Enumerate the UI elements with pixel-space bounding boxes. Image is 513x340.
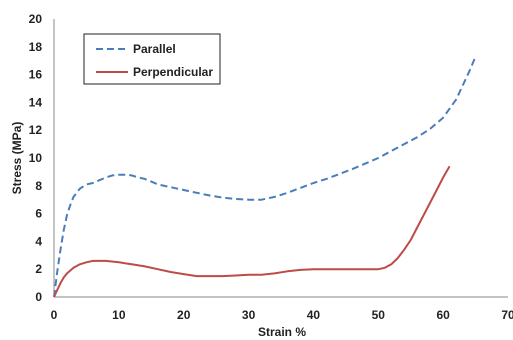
x-axis-ticks: 0 10 20 30 40 50 60 70	[51, 308, 513, 322]
y-tick-label: 4	[35, 234, 42, 248]
y-tick-label: 2	[35, 262, 42, 276]
x-tick-label: 60	[436, 308, 450, 322]
y-tick-label: 6	[35, 207, 42, 221]
y-tick-label: 10	[29, 151, 43, 165]
series-line-parallel	[53, 56, 477, 298]
y-tick-label: 0	[35, 290, 42, 304]
series-layer	[53, 56, 477, 298]
y-tick-label: 20	[29, 12, 43, 26]
y-tick-label: 16	[29, 68, 43, 82]
y-tick-label: 14	[29, 95, 43, 109]
axes	[53, 19, 508, 298]
y-axis-ticks: 0 2 4 6 8 10 12 14 16 18 20	[29, 12, 43, 304]
x-tick-label: 20	[177, 308, 191, 322]
legend-box	[83, 33, 221, 85]
y-tick-label: 18	[29, 40, 43, 54]
legend: Parallel Perpendicular	[83, 33, 221, 85]
x-tick-label: 50	[372, 308, 386, 322]
x-tick-label: 0	[51, 308, 58, 322]
x-tick-label: 70	[501, 308, 513, 322]
x-axis-title: Strain %	[258, 325, 306, 339]
x-tick-label: 40	[307, 308, 321, 322]
x-tick-label: 10	[112, 308, 126, 322]
legend-label-perpendicular: Perpendicular	[133, 65, 213, 79]
y-tick-label: 12	[29, 123, 43, 137]
y-axis-title: Stress (MPa)	[10, 122, 24, 195]
series-line-perpendicular	[53, 165, 451, 298]
y-tick-label: 8	[35, 179, 42, 193]
legend-label-parallel: Parallel	[133, 42, 176, 56]
x-tick-label: 30	[242, 308, 256, 322]
